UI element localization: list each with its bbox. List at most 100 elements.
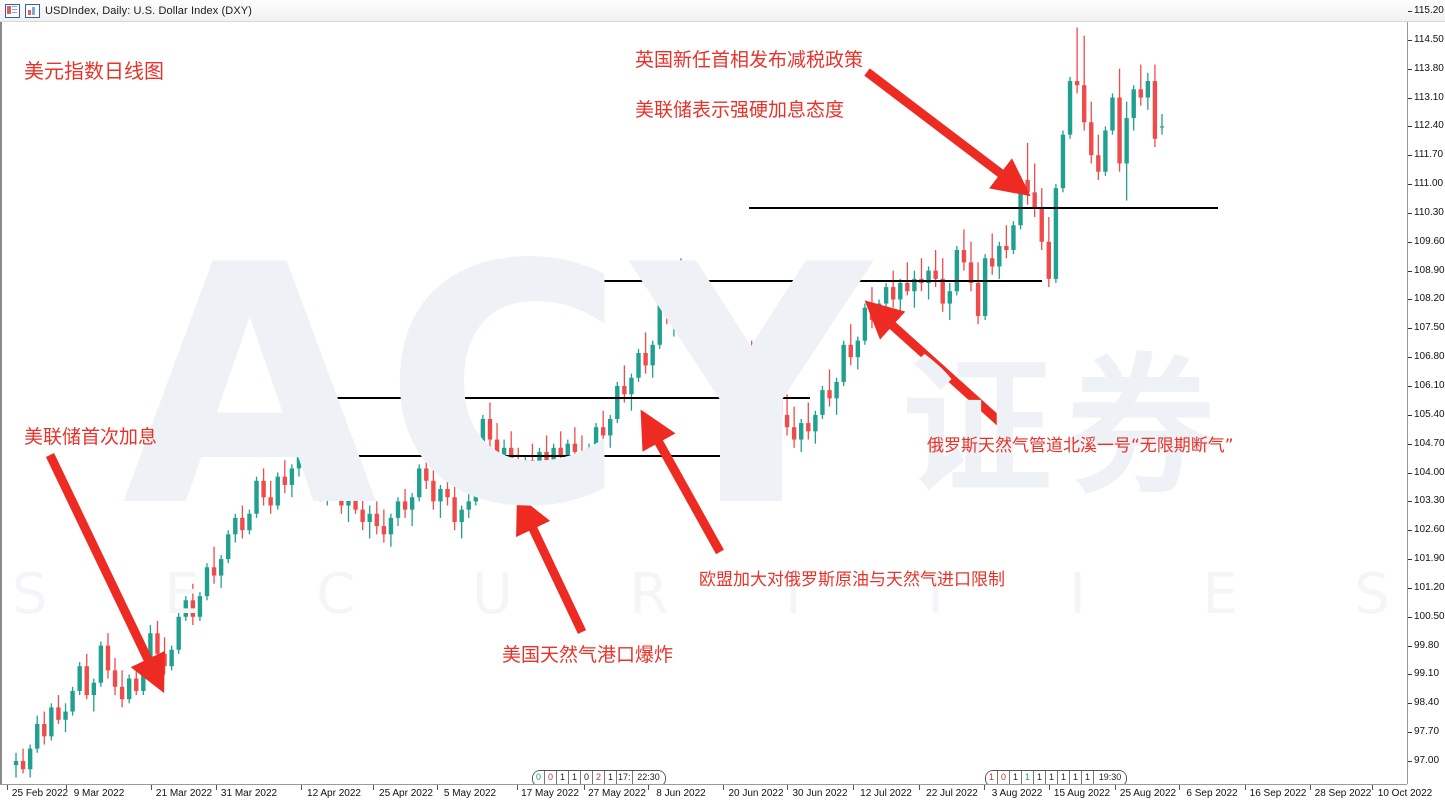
time-axis[interactable]: 25 Feb 2022 9 Mar 2022 21 Mar 2022 31 Mar 2…	[0, 784, 1432, 808]
candle	[445, 472, 450, 506]
price-tick: 106.80	[1408, 352, 1445, 362]
candle	[226, 530, 231, 564]
nav-pill-cell[interactable]: 1	[1070, 771, 1082, 784]
candle	[240, 505, 245, 539]
price-tick: 109.60	[1408, 236, 1445, 247]
candle	[409, 493, 415, 527]
arrow-eu-import-limit[interactable]	[640, 409, 724, 555]
nav-pill-right[interactable]: 1 0 1 1 1 1 1 1 1 19:30	[985, 770, 1127, 784]
candle	[990, 233, 995, 275]
candle	[42, 711, 47, 745]
candle	[586, 443, 592, 477]
candle	[169, 645, 174, 671]
price-axis[interactable]: 115.20 114.50 113.80 113.10 112.40 111.70 111.…	[1407, 6, 1445, 784]
nav-pill-cell[interactable]: 1	[1058, 771, 1070, 784]
candle	[876, 299, 882, 333]
time-tick-separator	[517, 785, 518, 790]
candle	[374, 501, 379, 535]
time-tick-separator	[787, 785, 788, 790]
nav-pill-cell[interactable]: 1	[986, 771, 998, 784]
annotation-us-lng-explosion: 美国天然气港口爆炸	[502, 644, 674, 666]
candle	[1067, 76, 1073, 139]
nav-pill-cell[interactable]: 19:30	[1094, 771, 1126, 784]
time-tick: 16 Sep 2022	[1249, 788, 1307, 799]
candle	[1103, 126, 1108, 176]
candle	[728, 344, 733, 382]
candle	[1152, 64, 1158, 147]
arrow-us-lng-explosion[interactable]	[516, 494, 587, 634]
candle	[749, 340, 754, 391]
time-tick: 12 Jul 2022	[860, 788, 912, 799]
candle	[834, 377, 839, 415]
candle	[692, 299, 698, 349]
candle	[134, 666, 139, 696]
price-tick: 108.90	[1408, 265, 1445, 276]
nav-pill-cell[interactable]: 22:30	[632, 771, 665, 784]
time-tick: 3 Aug 2022	[991, 788, 1043, 799]
price-tick: 103.30	[1408, 496, 1445, 506]
nav-pill-cell[interactable]: 1	[569, 771, 581, 784]
data-window-icon[interactable]	[25, 3, 40, 18]
candle	[112, 657, 118, 696]
nav-pill-cell[interactable]: 1	[557, 771, 569, 784]
time-tick: 28 Sep 2022	[1314, 788, 1372, 799]
price-tick: 99.80	[1408, 640, 1439, 651]
nav-pill-cell[interactable]: 2	[593, 771, 605, 784]
time-tick-separator	[151, 785, 152, 790]
chart-window-icon[interactable]	[5, 3, 20, 18]
candle	[49, 703, 54, 741]
arrow-nordstream-cut[interactable]	[864, 300, 1006, 428]
candle	[756, 361, 761, 403]
candle	[657, 291, 662, 349]
candle	[395, 497, 401, 527]
candle	[622, 365, 627, 403]
nav-pill-cell[interactable]: 1	[1010, 771, 1022, 784]
nav-pill-left[interactable]: 0 0 1 1 0 2 1 17: 22:30	[532, 770, 666, 784]
nav-pill-cell[interactable]: 1	[1022, 771, 1034, 784]
time-tick: 22 Jul 2022	[926, 788, 978, 799]
price-tick: 112.40	[1408, 121, 1444, 131]
nav-pill-cell[interactable]: 0	[533, 771, 545, 784]
time-tick-separator	[1115, 785, 1116, 790]
candle	[508, 431, 514, 473]
candle	[197, 592, 203, 621]
price-tick: 105.40	[1408, 409, 1445, 420]
arrow-fed-first-hike[interactable]	[45, 453, 165, 694]
price-tick: 111.00	[1408, 179, 1443, 189]
annotation-uk-tax-cut: 英国新任首相发布减税政策	[635, 49, 864, 71]
time-tick-separator	[301, 785, 302, 790]
nav-pill-cell[interactable]: 17:	[617, 771, 633, 784]
candle	[424, 451, 429, 490]
candle	[1046, 217, 1052, 288]
candle	[629, 373, 634, 411]
candle	[608, 414, 613, 448]
time-tick-separator	[1310, 785, 1311, 790]
nav-pill-cell[interactable]: 1	[1034, 771, 1046, 784]
candle	[218, 554, 224, 588]
candle	[70, 686, 75, 716]
nav-pill-cell[interactable]: 0	[545, 771, 557, 784]
candle	[714, 320, 719, 358]
nav-pill-cell[interactable]: 0	[998, 771, 1010, 784]
candle	[1089, 101, 1094, 164]
nav-pill-cell[interactable]: 1	[605, 771, 617, 784]
candle	[671, 295, 677, 337]
candle	[431, 468, 436, 510]
price-tick: 107.50	[1408, 323, 1445, 333]
candle	[296, 447, 302, 477]
candle	[1074, 27, 1080, 94]
time-tick: 27 May 2022	[588, 788, 646, 799]
candle	[275, 472, 280, 510]
time-tick-separator	[7, 785, 8, 790]
nav-pill-cell[interactable]: 1	[1082, 771, 1094, 784]
candle	[126, 674, 132, 704]
arrow-uk-tax-cut[interactable]	[864, 68, 1031, 197]
candle	[1053, 184, 1059, 283]
nav-pill-cell[interactable]: 0	[581, 771, 593, 784]
candle	[968, 241, 974, 292]
nav-pill-cell[interactable]: 1	[1046, 771, 1058, 784]
candle	[1004, 225, 1009, 259]
price-tick: 104.70	[1408, 438, 1445, 449]
